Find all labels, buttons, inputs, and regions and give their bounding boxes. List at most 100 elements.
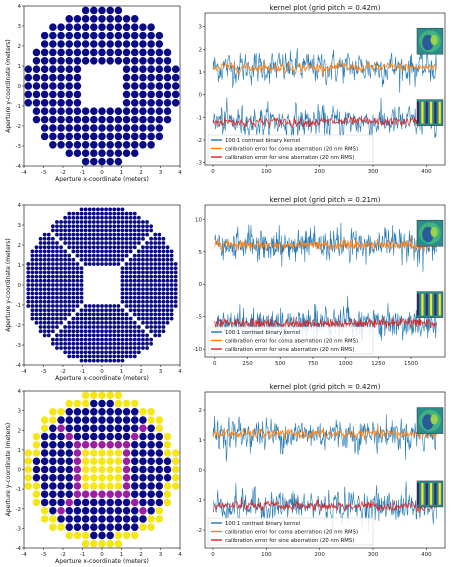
aperture-point [81, 506, 90, 515]
aperture-point [96, 241, 100, 245]
aperture-point [165, 257, 170, 262]
aperture-point [173, 295, 178, 300]
y-tick-label: -3 [197, 161, 203, 167]
aperture-point [81, 6, 90, 15]
aperture-point [122, 432, 131, 441]
x-tick-label: -4 [21, 170, 27, 176]
aperture-point [147, 473, 155, 482]
aperture-point [108, 262, 113, 266]
aperture-point [128, 266, 133, 271]
aperture-point [122, 531, 131, 540]
legend-entry: 100:1 contrast binary kernel [225, 330, 300, 336]
x-tick-label: 3 [159, 170, 163, 176]
aperture-point [161, 253, 166, 258]
aperture-point [90, 498, 98, 507]
aperture-point [63, 325, 68, 329]
aperture-point [83, 228, 88, 233]
aperture-point [155, 90, 164, 99]
aperture-point [30, 266, 35, 271]
aperture-point [120, 320, 125, 325]
aperture-point [155, 40, 164, 48]
y-tick-label: 3 [18, 24, 22, 30]
x-axis-label: Aperture x-coordinate (meters) [55, 176, 149, 183]
aperture-point [100, 224, 104, 229]
aperture-point [149, 341, 154, 346]
aperture-point [132, 232, 137, 237]
aperture-point [169, 304, 174, 308]
aperture-point [98, 23, 106, 31]
x-tick-label: 1000 [339, 361, 353, 367]
aperture-point [91, 325, 96, 329]
aperture-point [34, 312, 39, 317]
aperture-point [114, 515, 123, 523]
aperture-point [157, 278, 162, 283]
aperture-point [65, 132, 74, 141]
aperture-point [38, 253, 43, 258]
thumb-stripe [417, 101, 420, 124]
aperture-point [90, 115, 98, 124]
aperture-point [153, 270, 158, 275]
aperture-point [32, 99, 41, 107]
aperture-point [153, 316, 158, 321]
aperture-point [57, 115, 65, 124]
aperture-point [63, 316, 68, 321]
aperture-point [122, 82, 131, 90]
aperture-point [49, 107, 57, 115]
aperture-point [130, 149, 139, 157]
aperture-point [145, 224, 149, 229]
aperture-point [59, 320, 63, 325]
aperture-point [75, 266, 80, 271]
aperture-point [122, 107, 131, 115]
aperture-point [108, 232, 113, 237]
aperture-point [73, 498, 82, 507]
aperture-point [163, 432, 172, 441]
aperture-point [130, 490, 139, 499]
x-tick-label: 4 [178, 369, 182, 375]
aperture-point [24, 449, 33, 457]
aperture-point [104, 320, 108, 325]
aperture-point [114, 40, 123, 48]
aperture-point [122, 23, 131, 31]
aperture-point [124, 241, 129, 245]
aperture-point [157, 291, 162, 296]
aperture-point [120, 350, 125, 355]
aperture-point [63, 291, 68, 296]
x-axis-label: Aperture x-coordinate (meters) [55, 375, 149, 382]
aperture-point [141, 341, 145, 346]
aperture-point [30, 308, 35, 313]
aperture-point [40, 65, 49, 73]
aperture-point [116, 333, 121, 338]
aperture-point [153, 320, 158, 325]
aperture-point [79, 346, 84, 350]
legend-entry: 100:1 contrast binary kernel [225, 521, 300, 527]
y-tick-label: 2 [18, 428, 22, 434]
aperture-point [83, 232, 88, 237]
aperture-point [65, 506, 74, 515]
aperture-point [169, 308, 174, 313]
aperture-point [147, 132, 155, 141]
aperture-point [42, 316, 47, 321]
aperture-point [26, 274, 31, 279]
aperture-point [104, 207, 108, 212]
aperture-point [106, 132, 114, 141]
aperture-point [96, 329, 100, 334]
aperture-point [46, 287, 51, 292]
aperture-point [65, 432, 74, 441]
aperture-point [100, 262, 104, 266]
aperture-point [63, 220, 68, 224]
aperture-point [112, 253, 117, 258]
aperture-point [34, 283, 39, 287]
aperture-point [46, 308, 51, 313]
aperture-point [63, 241, 68, 245]
aperture-point [147, 457, 155, 466]
aperture-point [128, 245, 133, 250]
aperture-point [75, 291, 80, 296]
aperture-point [49, 482, 57, 490]
aperture-point [145, 308, 149, 313]
aperture-point [108, 320, 113, 325]
aperture-point [96, 207, 100, 212]
aperture-point [83, 358, 88, 363]
aperture-point [108, 329, 113, 334]
aperture-point [26, 299, 31, 304]
aperture-point [38, 312, 43, 317]
